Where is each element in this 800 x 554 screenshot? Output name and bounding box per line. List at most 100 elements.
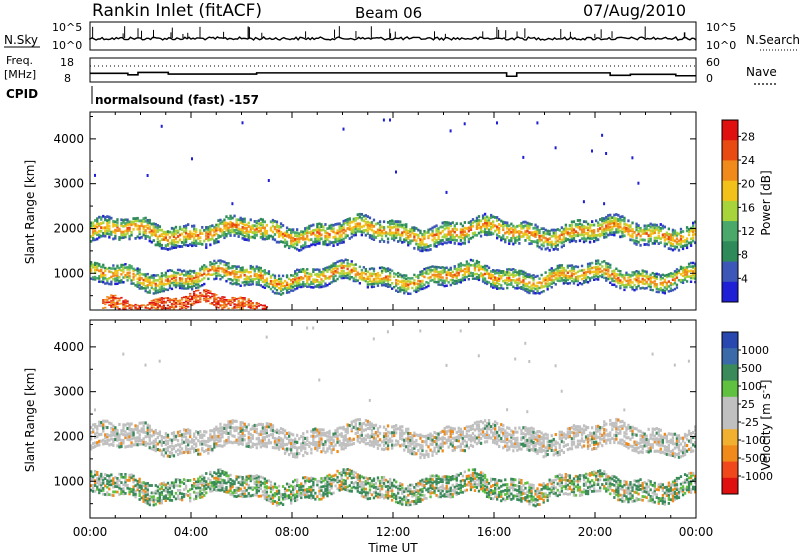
echo-cell [413, 273, 416, 277]
power-data [90, 118, 697, 310]
echo-cell [528, 281, 531, 284]
echo-cell [516, 278, 519, 281]
echo-cell [417, 236, 420, 240]
echo-cell [692, 270, 695, 273]
echo-cell [180, 451, 184, 455]
echo-cell [211, 447, 214, 451]
echo-cell [277, 286, 281, 290]
echo-cell [449, 278, 452, 282]
echo-cell [475, 225, 479, 228]
echo-cell [419, 231, 422, 235]
echo-cell [128, 438, 131, 442]
echo-cell [211, 265, 214, 269]
echo-cell [243, 422, 246, 426]
echo-cell [148, 424, 151, 428]
echo-cell [425, 245, 428, 249]
echo-cell [187, 234, 190, 238]
echo-cell [358, 272, 362, 276]
echo-cell [120, 236, 123, 240]
echo-cell [243, 226, 246, 230]
echo-cell [603, 236, 606, 239]
echo-cell [168, 490, 172, 494]
echo-cell [255, 227, 258, 231]
echo-cell [160, 307, 164, 310]
echo-cell [582, 276, 586, 280]
echo-cell [560, 238, 564, 242]
echo-cell [102, 265, 105, 269]
echo-cell [350, 260, 353, 263]
echo-cell [239, 437, 242, 441]
echo-cell [405, 238, 408, 242]
echo-cell [572, 269, 576, 273]
echo-cell [451, 274, 454, 277]
echo-cell [193, 243, 196, 247]
echo-cell [142, 217, 145, 220]
echo-cell [164, 483, 168, 487]
echo-cell [241, 300, 244, 303]
echo-cell [219, 259, 222, 262]
echo-cell [433, 280, 436, 284]
echo-cell [310, 238, 313, 241]
echo-cell [397, 233, 400, 236]
echo-cell [106, 226, 109, 230]
echo-cell [211, 293, 214, 295]
echo-cell [197, 480, 200, 484]
echo-cell [203, 439, 206, 443]
echo-cell [172, 301, 176, 304]
echo-cell [197, 294, 200, 297]
echo-cell [455, 222, 458, 225]
echo-cell [243, 220, 246, 223]
echo-cell [233, 298, 236, 301]
echo-cell [126, 478, 129, 482]
echo-cell [229, 440, 232, 444]
echo-cell [189, 303, 192, 305]
echo-cell [320, 281, 323, 284]
echo-cell [118, 442, 121, 446]
echo-cell [447, 237, 450, 241]
echo-cell [197, 295, 200, 298]
echo-cell [649, 282, 652, 286]
echo-cell [386, 285, 390, 288]
echo-cell [172, 274, 176, 277]
echo-cell [176, 443, 180, 447]
echo-cell [191, 285, 194, 288]
echo-cell [180, 228, 184, 231]
echo-cell [617, 281, 620, 285]
echo-cell [445, 233, 448, 237]
echo-cell [124, 233, 127, 237]
echo-cell [496, 277, 499, 280]
echo-cell [518, 237, 521, 241]
echo-cell [441, 242, 444, 246]
echo-cell [498, 271, 501, 274]
echo-cell [409, 280, 412, 283]
echo-cell [152, 303, 155, 305]
echo-cell [219, 488, 222, 492]
echo-cell [168, 298, 172, 300]
echo-cell [140, 224, 143, 227]
echo-cell [694, 229, 697, 232]
echo-cell [439, 231, 442, 235]
echo-cell [245, 428, 248, 432]
echo-cell [174, 303, 178, 305]
echo-cell [138, 477, 141, 481]
echo-cell [346, 218, 349, 221]
echo-cell [669, 282, 673, 285]
echo-cell [241, 219, 244, 223]
echo-cell [223, 274, 226, 277]
echo-cell [506, 268, 509, 271]
echo-cell [372, 235, 376, 239]
echo-cell [514, 270, 517, 274]
echo-cell [378, 274, 382, 277]
echo-cell [120, 296, 123, 299]
echo-cell [469, 236, 473, 240]
echo-cell [477, 221, 481, 224]
echo-cell [164, 233, 168, 236]
echo-cell [189, 243, 192, 246]
echo-cell [352, 217, 355, 221]
echo-cell [689, 269, 693, 272]
echo-cell [399, 288, 402, 291]
echo-cell [528, 242, 531, 246]
echo-cell [326, 268, 329, 272]
echo-cell [296, 287, 299, 290]
echo-cell [217, 272, 220, 275]
